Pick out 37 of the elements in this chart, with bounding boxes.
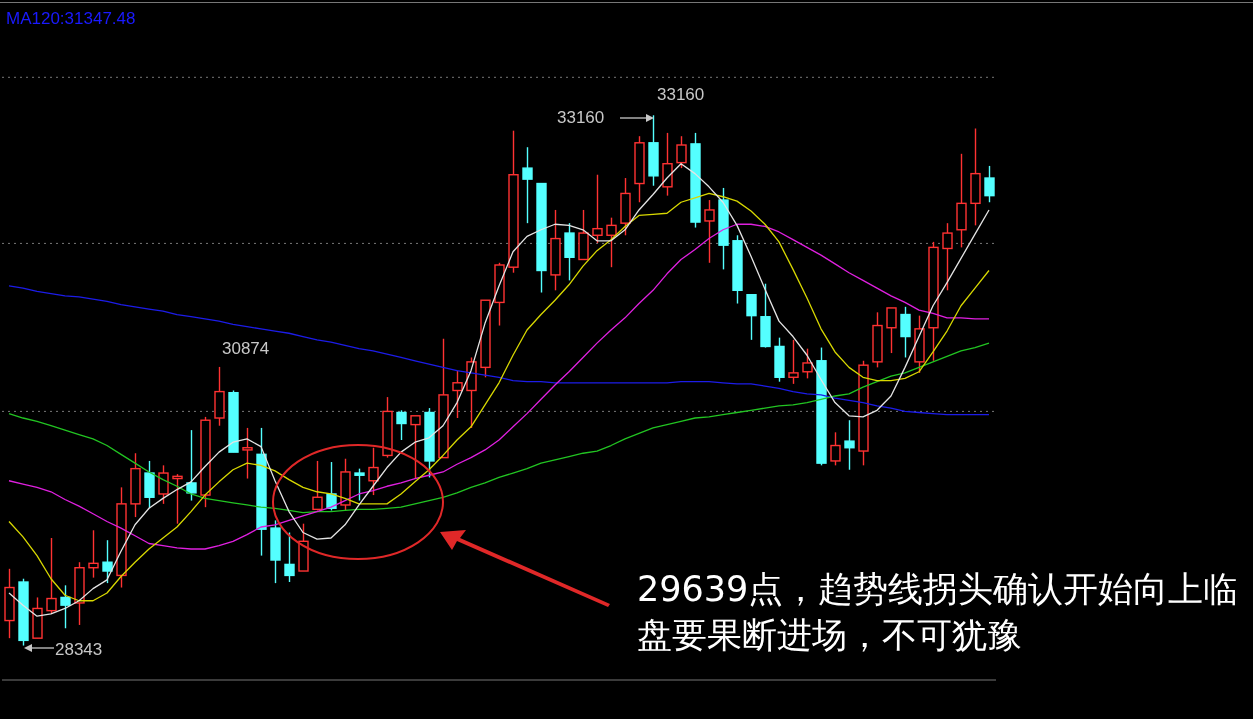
candlestick [326, 461, 337, 512]
candlestick [102, 539, 113, 584]
candlestick [746, 294, 757, 341]
annotation: 30874 [222, 339, 270, 359]
candlestick [396, 409, 407, 441]
candlestick [158, 464, 169, 505]
candlestick [88, 529, 99, 579]
candlestick [46, 537, 57, 615]
annotation: 33160 [657, 85, 705, 105]
candlestick [676, 135, 687, 169]
candlestick [60, 584, 71, 629]
annotation: 29639点，趋势线拐头确认开始向上临盘要果断进场，不可犹豫 [637, 568, 1240, 657]
annotation: 33160 [557, 108, 605, 128]
candlestick [312, 460, 323, 512]
candlestick [662, 132, 673, 197]
candlestick [830, 431, 841, 467]
candlestick [788, 339, 799, 385]
candlestick [284, 531, 295, 583]
candlestick [522, 146, 533, 224]
annotation: MA120:31347.48 [6, 9, 136, 29]
candlestick [368, 447, 379, 496]
candlestick [606, 216, 617, 268]
annotation: 28343 [55, 640, 103, 660]
candlestick [984, 165, 995, 203]
candlestick [186, 429, 197, 502]
candlestick [704, 199, 715, 264]
candlestick [172, 473, 183, 525]
candlestick [942, 222, 953, 292]
candlestick [354, 467, 365, 502]
candlestick [886, 307, 897, 354]
candlestick [844, 419, 855, 471]
candlestick [900, 306, 911, 359]
candlestick [802, 347, 813, 380]
candlestick [452, 369, 463, 419]
candlestick [410, 415, 421, 480]
candlestick [592, 174, 603, 244]
candlestick [242, 427, 253, 480]
